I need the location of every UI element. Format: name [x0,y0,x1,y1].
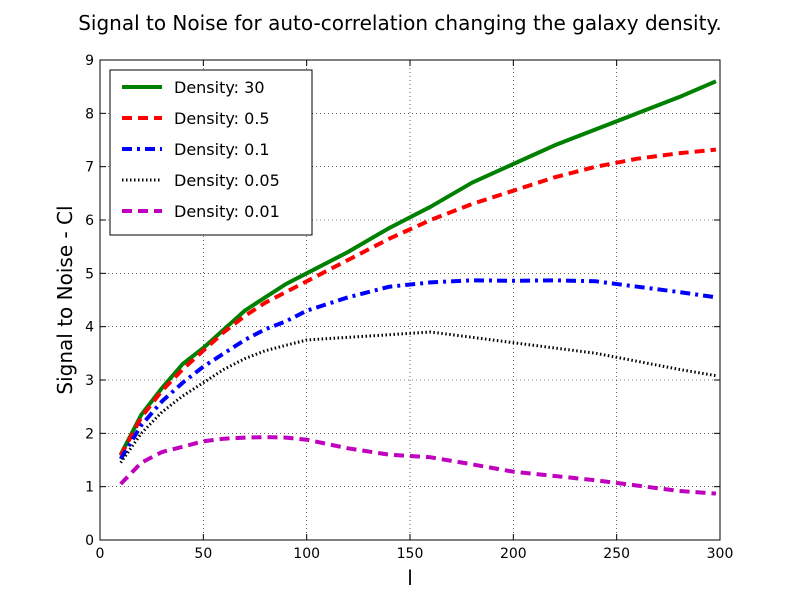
y-tick-label: 2 [85,426,94,442]
series-line-1 [118,147,717,457]
y-tick-label: 1 [85,480,94,496]
y-axis-label: Signal to Noise - Cl [53,205,77,394]
x-axis-label: l [407,566,413,590]
legend-label-4: Density: 0.01 [174,202,280,221]
y-tick-label: 9 [85,53,94,69]
legend-box [109,69,313,236]
x-tick-label: 150 [397,546,424,562]
legend-label-0: Density: 30 [174,78,265,97]
series-line-4 [119,435,717,496]
y-tick-label: 0 [85,533,94,549]
legend: Density: 30 Density: 0.5 Density: 0.1 Densi… [109,69,313,236]
x-tick-label: 250 [603,546,630,562]
legend-label-3: Density: 0.05 [174,171,280,190]
series-line-3 [119,330,717,464]
series-line-2 [118,278,717,460]
legend-label-2: Density: 0.1 [174,140,270,159]
chart-title: Signal to Noise for auto-correlation cha… [78,11,722,35]
y-tick-label: 7 [85,160,94,176]
x-tick-label: 0 [96,546,105,562]
series-line-0 [118,79,717,456]
y-tick-label: 6 [85,213,94,229]
y-tick-label: 5 [85,266,94,282]
x-tick-label: 50 [194,546,212,562]
x-tick-label: 100 [293,546,320,562]
y-tick-label: 8 [85,106,94,122]
axis-ticks: 0 50 100 150 200 250 300 0 1 2 3 4 5 6 7 8 9 [85,53,733,562]
legend-label-1: Density: 0.5 [174,109,270,128]
x-tick-label: 300 [707,546,734,562]
series-lines [118,79,717,496]
y-tick-label: 4 [85,320,94,336]
x-tick-label: 200 [500,546,527,562]
y-tick-label: 3 [85,373,94,389]
